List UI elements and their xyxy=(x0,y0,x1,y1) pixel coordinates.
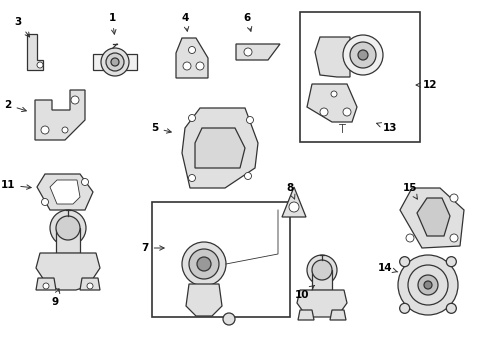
Text: 13: 13 xyxy=(376,123,396,133)
Circle shape xyxy=(244,172,251,180)
Circle shape xyxy=(87,283,93,289)
Polygon shape xyxy=(195,128,244,168)
Circle shape xyxy=(399,257,409,267)
Circle shape xyxy=(196,62,203,70)
Circle shape xyxy=(449,234,457,242)
Polygon shape xyxy=(282,187,305,217)
Text: 9: 9 xyxy=(51,289,60,307)
Circle shape xyxy=(244,48,251,56)
Polygon shape xyxy=(125,54,137,70)
Polygon shape xyxy=(37,174,93,210)
Polygon shape xyxy=(306,84,356,122)
Circle shape xyxy=(197,257,210,271)
Polygon shape xyxy=(176,38,207,78)
Circle shape xyxy=(188,114,195,122)
Text: 1: 1 xyxy=(108,13,116,34)
Polygon shape xyxy=(311,270,331,290)
Circle shape xyxy=(71,96,79,104)
Polygon shape xyxy=(35,90,85,140)
Circle shape xyxy=(446,257,455,267)
Circle shape xyxy=(342,35,382,75)
Circle shape xyxy=(182,242,225,286)
Polygon shape xyxy=(50,180,80,204)
Polygon shape xyxy=(416,198,449,236)
Polygon shape xyxy=(36,253,100,290)
Circle shape xyxy=(81,179,88,185)
Circle shape xyxy=(399,303,409,313)
Circle shape xyxy=(349,42,375,68)
Circle shape xyxy=(183,62,191,70)
Circle shape xyxy=(311,260,331,280)
Text: 5: 5 xyxy=(151,123,171,133)
Text: 12: 12 xyxy=(415,80,436,90)
Circle shape xyxy=(111,58,119,66)
Circle shape xyxy=(246,117,253,123)
Circle shape xyxy=(41,198,48,206)
Circle shape xyxy=(342,108,350,116)
Circle shape xyxy=(188,175,195,181)
Polygon shape xyxy=(27,34,43,70)
Text: 7: 7 xyxy=(141,243,164,253)
Polygon shape xyxy=(185,284,222,316)
Text: 11: 11 xyxy=(1,180,31,190)
Polygon shape xyxy=(314,37,349,77)
Circle shape xyxy=(405,234,413,242)
Circle shape xyxy=(62,127,68,133)
Text: 6: 6 xyxy=(243,13,251,31)
Circle shape xyxy=(101,48,129,76)
Text: 3: 3 xyxy=(14,17,30,37)
Circle shape xyxy=(330,91,336,97)
Circle shape xyxy=(397,255,457,315)
Circle shape xyxy=(43,283,49,289)
Polygon shape xyxy=(399,188,463,248)
Circle shape xyxy=(446,303,455,313)
Polygon shape xyxy=(36,278,56,290)
Circle shape xyxy=(288,202,298,212)
Polygon shape xyxy=(297,310,313,320)
Text: 2: 2 xyxy=(4,100,26,112)
Circle shape xyxy=(41,126,49,134)
Polygon shape xyxy=(56,228,80,253)
Circle shape xyxy=(56,216,80,240)
Circle shape xyxy=(306,255,336,285)
Polygon shape xyxy=(93,54,105,70)
Circle shape xyxy=(407,265,447,305)
Text: 10: 10 xyxy=(294,285,314,300)
Circle shape xyxy=(423,281,431,289)
Circle shape xyxy=(188,46,195,54)
Text: 8: 8 xyxy=(286,183,294,199)
Polygon shape xyxy=(80,278,100,290)
Circle shape xyxy=(223,313,235,325)
Circle shape xyxy=(417,275,437,295)
Text: 14: 14 xyxy=(377,263,397,273)
Circle shape xyxy=(50,210,86,246)
Circle shape xyxy=(106,53,124,71)
Circle shape xyxy=(189,249,219,279)
Text: 4: 4 xyxy=(181,13,188,31)
Circle shape xyxy=(449,194,457,202)
Polygon shape xyxy=(329,310,346,320)
Circle shape xyxy=(37,62,43,68)
Polygon shape xyxy=(296,290,346,317)
Circle shape xyxy=(319,108,327,116)
Text: 15: 15 xyxy=(402,183,417,199)
Bar xyxy=(299,12,419,142)
Polygon shape xyxy=(182,108,258,188)
Polygon shape xyxy=(236,44,280,60)
Bar xyxy=(152,202,289,317)
Circle shape xyxy=(357,50,367,60)
